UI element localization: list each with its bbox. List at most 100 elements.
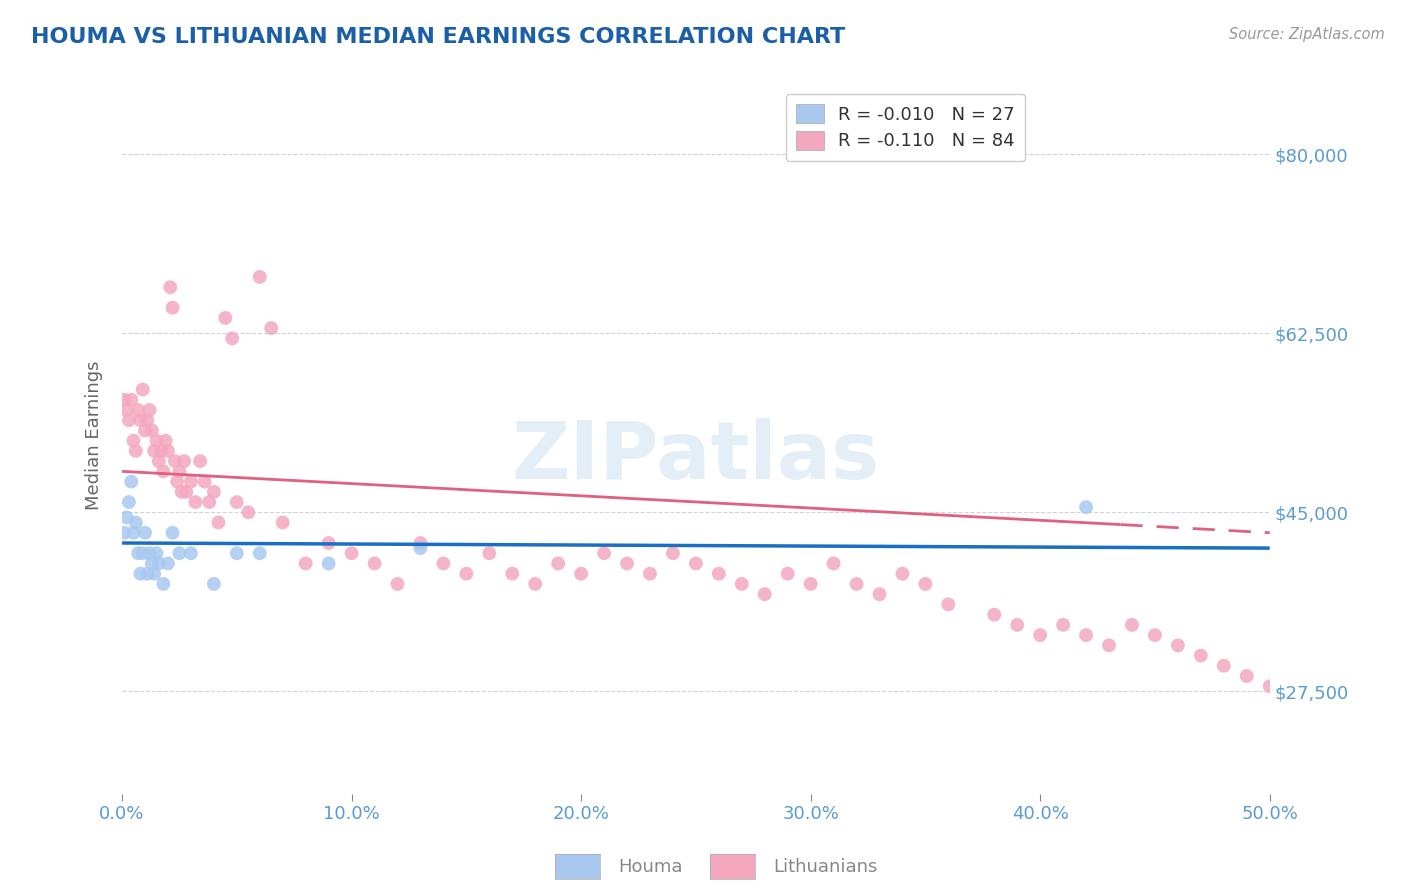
Point (1167, 638, 1189, 652)
Point (145, 434, 167, 448)
Point (409, 541, 432, 555)
Point (1258, 679, 1281, 693)
Point (1098, 638, 1121, 652)
Point (143, 443, 166, 458)
Point (731, 577, 754, 591)
Point (707, 566, 730, 581)
Point (180, 546, 202, 560)
Point (173, 454, 195, 468)
Point (120, 392, 142, 407)
Point (207, 516, 229, 530)
Point (754, 587, 776, 601)
Point (983, 607, 1005, 622)
Point (271, 516, 294, 530)
Point (616, 557, 638, 571)
Text: Source: ZipAtlas.com: Source: ZipAtlas.com (1229, 27, 1385, 42)
Point (1189, 648, 1212, 663)
Point (1052, 618, 1074, 632)
Point (225, 495, 247, 509)
Text: ZIPatlas: ZIPatlas (512, 418, 880, 496)
Point (249, 546, 271, 560)
Point (340, 546, 363, 560)
Point (162, 301, 184, 315)
Point (115, 403, 138, 417)
Point (294, 557, 316, 571)
Text: Lithuanians: Lithuanians (773, 858, 877, 876)
Point (938, 598, 960, 612)
Point (1074, 500, 1097, 515)
Point (845, 577, 868, 591)
Point (118, 413, 141, 427)
Point (202, 484, 225, 499)
Point (136, 566, 159, 581)
Point (166, 475, 188, 489)
Point (156, 443, 179, 458)
Point (125, 516, 148, 530)
Point (152, 577, 174, 591)
Point (155, 434, 177, 448)
Point (1236, 669, 1258, 683)
Point (1143, 628, 1166, 642)
Point (148, 454, 170, 468)
Text: HOUMA VS LITHUANIAN MEDIAN EARNINGS CORRELATION CHART: HOUMA VS LITHUANIAN MEDIAN EARNINGS CORR… (31, 27, 845, 46)
Point (662, 546, 685, 560)
Y-axis label: Median Earnings: Median Earnings (86, 360, 103, 510)
Point (138, 403, 160, 417)
Point (776, 566, 799, 581)
Point (1281, 536, 1303, 550)
Point (141, 424, 163, 438)
Point (1212, 658, 1234, 673)
Point (569, 566, 592, 581)
Point (1121, 618, 1143, 632)
Point (134, 424, 156, 438)
Point (148, 557, 170, 571)
Point (180, 475, 202, 489)
Point (118, 495, 141, 509)
Point (136, 413, 159, 427)
Point (318, 536, 340, 550)
Point (141, 557, 163, 571)
Point (249, 269, 271, 284)
Point (131, 383, 153, 397)
Point (176, 484, 198, 499)
Point (238, 505, 260, 519)
Point (122, 434, 145, 448)
Point (914, 577, 936, 591)
Point (125, 443, 148, 458)
Legend: R = -0.010   N = 27, R = -0.110   N = 84: R = -0.010 N = 27, R = -0.110 N = 84 (786, 94, 1025, 161)
Point (112, 525, 135, 540)
Point (115, 510, 138, 524)
Point (138, 546, 160, 560)
Point (131, 546, 153, 560)
Point (162, 525, 184, 540)
Point (145, 546, 167, 560)
Point (593, 546, 616, 560)
Point (409, 536, 432, 550)
Point (120, 475, 142, 489)
Point (184, 495, 207, 509)
Point (260, 321, 283, 335)
Point (1005, 618, 1028, 632)
Point (221, 331, 243, 345)
Point (156, 557, 179, 571)
Point (129, 566, 152, 581)
Point (1074, 628, 1097, 642)
Point (432, 557, 454, 571)
Point (194, 475, 217, 489)
Point (214, 310, 236, 325)
Point (1029, 628, 1052, 642)
Point (363, 557, 385, 571)
Point (170, 484, 193, 499)
Point (547, 557, 569, 571)
Point (122, 525, 145, 540)
Point (202, 577, 225, 591)
Point (127, 546, 149, 560)
Point (685, 557, 707, 571)
Point (387, 577, 409, 591)
Point (112, 392, 135, 407)
Point (169, 464, 191, 478)
Point (823, 557, 845, 571)
Point (198, 495, 221, 509)
Point (127, 403, 149, 417)
Point (501, 566, 523, 581)
